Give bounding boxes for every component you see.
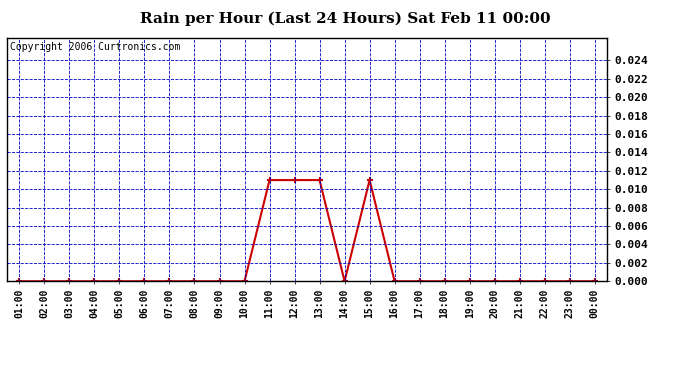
Text: Copyright 2006 Curtronics.com: Copyright 2006 Curtronics.com bbox=[10, 42, 180, 52]
Text: Rain per Hour (Last 24 Hours) Sat Feb 11 00:00: Rain per Hour (Last 24 Hours) Sat Feb 11… bbox=[139, 11, 551, 26]
